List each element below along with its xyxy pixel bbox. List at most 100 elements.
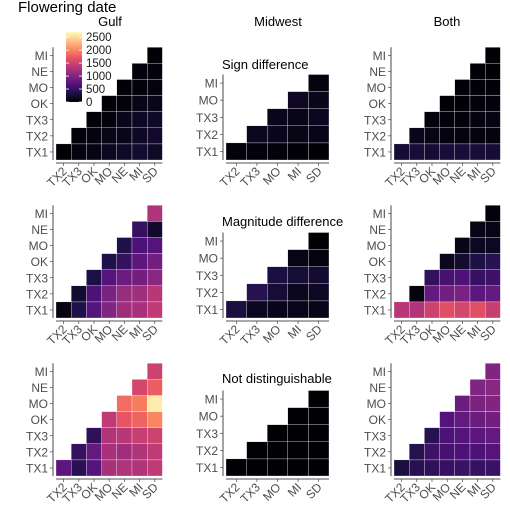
heatmap-cell <box>288 425 309 442</box>
heatmap-cell <box>470 96 485 112</box>
heatmap-cell <box>288 408 309 425</box>
x-tick-label: SD <box>477 164 499 186</box>
heatmap-cell <box>308 391 329 408</box>
heatmap-cell <box>470 286 485 302</box>
y-tick-label: MO <box>199 410 218 424</box>
heatmap-cell <box>308 408 329 425</box>
heatmap-cell <box>470 80 485 96</box>
heatmap-cell <box>226 143 247 160</box>
y-tick-label: MI <box>35 49 48 63</box>
heatmap-cell <box>132 302 147 318</box>
heatmap-cell <box>102 270 117 286</box>
y-tick-label: MI <box>205 77 218 91</box>
y-tick-label: MO <box>29 81 48 95</box>
y-tick-label: TX2 <box>26 445 48 459</box>
heatmap-cell <box>470 221 485 237</box>
heatmap-cell <box>455 428 470 444</box>
heatmap-cell <box>102 302 117 318</box>
heatmap-cell <box>147 238 162 254</box>
heatmap-cell <box>86 460 101 476</box>
heatmap-cell <box>308 126 329 143</box>
heatmap-cell <box>485 254 500 270</box>
panel-midwest-magnitude-difference: TX1TX2TX3MOMITX2TX3MO MISD <box>196 233 329 348</box>
x-tick-label: TX3 <box>238 322 264 348</box>
y-tick-label: NE <box>31 65 48 79</box>
heatmap-cell <box>117 254 132 270</box>
heatmap-cell <box>147 270 162 286</box>
panel-both-magnitude-difference: TX1TX2TX3OKMONEMITX2TX3OKMONEMISD <box>364 205 500 347</box>
heatmap-cell <box>455 444 470 460</box>
heatmap-cell <box>485 412 500 428</box>
heatmap-cell <box>485 444 500 460</box>
heatmap-cell <box>267 459 288 476</box>
y-tick-label: TX2 <box>364 129 386 143</box>
heatmap-cell <box>455 412 470 428</box>
heatmap-cell <box>424 144 439 160</box>
heatmap-cell <box>455 302 470 318</box>
x-tick-label: MO <box>260 164 284 188</box>
heatmap-cell <box>485 47 500 63</box>
colorbar-tick-label: 2000 <box>86 45 112 57</box>
heatmap-cell <box>132 144 147 160</box>
y-tick-label: TX3 <box>364 113 386 127</box>
heatmap-cell <box>424 302 439 318</box>
heatmap-cell <box>132 63 147 79</box>
y-tick-label: MO <box>29 239 48 253</box>
y-tick-label: OK <box>31 97 48 111</box>
heatmap-cell <box>102 96 117 112</box>
heatmap-cell <box>226 459 247 476</box>
heatmap-cell <box>308 267 329 284</box>
y-tick-label: TX1 <box>26 145 48 159</box>
heatmap-cell <box>288 250 309 267</box>
panel-both-sign-difference: TX1TX2TX3OKMONEMITX2TX3OKMONEMISD <box>364 47 500 189</box>
heatmap-cell <box>470 254 485 270</box>
heatmap-cell <box>102 444 117 460</box>
column-title-midwest: Midwest <box>254 14 302 29</box>
heatmap-cell <box>455 270 470 286</box>
heatmap-cell <box>288 143 309 160</box>
heatmap-cell <box>308 233 329 250</box>
heatmap-cell <box>409 460 424 476</box>
heatmap-cell <box>86 144 101 160</box>
x-tick-label: SD <box>139 322 161 344</box>
heatmap-cell <box>86 270 101 286</box>
y-tick-label: TX2 <box>364 287 386 301</box>
y-tick-label: TX3 <box>26 271 48 285</box>
y-tick-label: TX1 <box>26 461 48 475</box>
x-tick-label: SD <box>477 322 499 344</box>
x-tick-label: MI <box>285 322 304 341</box>
heatmap-cell <box>424 428 439 444</box>
heatmap-cell <box>247 284 268 301</box>
x-tick-label: SD <box>477 480 499 502</box>
heatmap-cell <box>132 254 147 270</box>
heatmap-cell <box>71 302 86 318</box>
colorbar <box>66 32 82 102</box>
heatmap-cell <box>117 428 132 444</box>
heatmap-cell <box>132 128 147 144</box>
heatmap-cell <box>86 302 101 318</box>
heatmap-cell <box>470 396 485 412</box>
heatmap-cell <box>117 80 132 96</box>
y-tick-label: TX2 <box>364 445 386 459</box>
y-tick-label: TX3 <box>196 111 218 125</box>
y-tick-label: MO <box>367 81 386 95</box>
y-tick-label: OK <box>31 413 48 427</box>
heatmap-cell <box>485 80 500 96</box>
heatmap-cell <box>308 284 329 301</box>
y-tick-label: MI <box>373 365 386 379</box>
x-tick-label: TX3 <box>238 164 264 190</box>
heatmap-cell <box>86 286 101 302</box>
y-tick-label: TX2 <box>196 286 218 300</box>
heatmap-cell <box>424 112 439 128</box>
heatmap-cell <box>71 444 86 460</box>
y-tick-label: TX3 <box>26 429 48 443</box>
heatmap-cell <box>267 126 288 143</box>
heatmap-cell <box>409 286 424 302</box>
heatmap-cell <box>147 144 162 160</box>
heatmap-cell <box>409 444 424 460</box>
heatmap-cell <box>394 460 409 476</box>
heatmap-cell <box>147 286 162 302</box>
y-tick-label: TX3 <box>364 271 386 285</box>
heatmap-cell <box>440 128 455 144</box>
colorbar-tick-label: 1500 <box>86 58 112 70</box>
